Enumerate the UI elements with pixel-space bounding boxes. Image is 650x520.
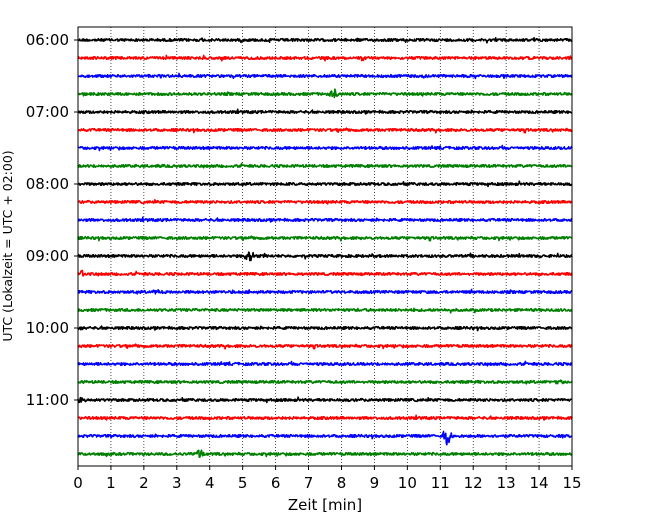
trace-line (77, 449, 573, 458)
trace-line (77, 251, 573, 262)
y-tick-label: 08:00 (26, 175, 69, 193)
grid-lines (110, 27, 540, 466)
x-tick-label: 14 (530, 474, 549, 492)
x-tick-label: 5 (238, 474, 248, 492)
trace-line (77, 88, 573, 99)
trace-line (77, 144, 573, 152)
trace-line (77, 360, 573, 367)
x-tick-label: 0 (73, 474, 83, 492)
x-tick-label: 11 (431, 474, 450, 492)
x-tick-label: 13 (497, 474, 516, 492)
trace-line (77, 54, 573, 62)
trace-line (77, 307, 573, 314)
trace-group (77, 36, 573, 458)
trace-line (77, 269, 573, 277)
x-axis-label: Zeit [min] (288, 496, 362, 514)
x-tick-label: 6 (271, 474, 281, 492)
y-tick-label: 07:00 (26, 103, 69, 121)
x-tick-label: 10 (398, 474, 417, 492)
trace-line (77, 343, 573, 350)
trace-line (77, 216, 573, 223)
y-axis-label: UTC (Lokalzeit = UTC + 02:00) (0, 150, 15, 341)
trace-line (77, 127, 573, 134)
trace-line (77, 325, 573, 332)
x-tick-label: 3 (172, 474, 182, 492)
x-tick-label: 7 (304, 474, 314, 492)
trace-line (77, 180, 573, 188)
x-tick-label: 9 (370, 474, 380, 492)
trace-line (77, 414, 573, 421)
trace-line (77, 72, 573, 80)
trace-line (77, 36, 573, 44)
x-axis: 0 1 2 3 4 5 6 7 8 9 10 11 12 13 14 15 (73, 466, 582, 492)
trace-line (77, 162, 573, 169)
plot-frame (77, 26, 573, 467)
x-tick-label: 15 (562, 474, 581, 492)
x-tick-label: 2 (139, 474, 149, 492)
trace-line (77, 396, 573, 404)
trace-line (77, 108, 573, 115)
trace-line (77, 235, 573, 242)
y-axis: 06:00 07:00 08:00 09:00 10:00 11:00 (26, 31, 78, 409)
x-tick-label: 1 (106, 474, 116, 492)
x-tick-label: 12 (464, 474, 483, 492)
trace-line (77, 430, 573, 446)
trace-line (77, 199, 573, 205)
y-tick-label: 11:00 (26, 391, 69, 409)
trace-line (77, 288, 573, 295)
y-tick-label: 06:00 (26, 31, 69, 49)
y-tick-label: 10:00 (26, 319, 69, 337)
y-tick-label: 09:00 (26, 247, 69, 265)
x-tick-label: 8 (337, 474, 347, 492)
trace-line (77, 379, 573, 385)
x-tick-label: 4 (205, 474, 215, 492)
